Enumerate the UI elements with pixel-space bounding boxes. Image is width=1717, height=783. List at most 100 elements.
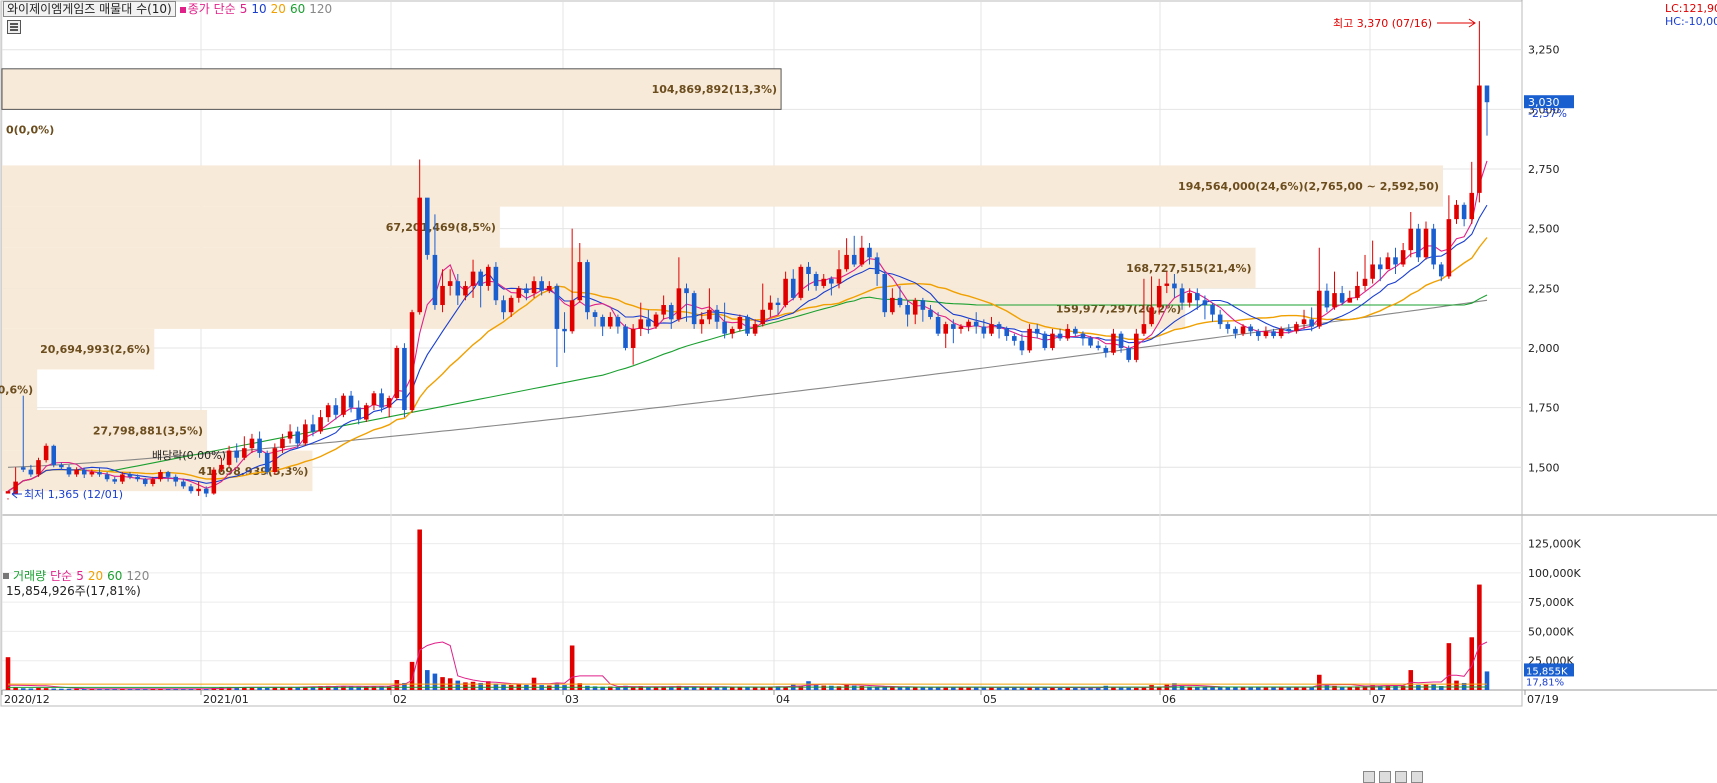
volume-profile-label: 67,201,469(8,5%) bbox=[386, 221, 496, 234]
candle-body bbox=[867, 248, 872, 258]
candle-body bbox=[341, 396, 346, 415]
hc-value: HC:-10,00 bbox=[1665, 15, 1717, 28]
candle-body bbox=[1111, 334, 1116, 353]
candle-body bbox=[585, 262, 590, 312]
candle-body bbox=[661, 305, 666, 315]
volume-bar bbox=[456, 681, 461, 690]
candle-body bbox=[524, 288, 529, 293]
candle-body bbox=[882, 274, 887, 312]
toolbar-button[interactable] bbox=[1411, 771, 1423, 783]
toolbar-button[interactable] bbox=[1395, 771, 1407, 783]
volume-tick-label: 75,000K bbox=[1528, 596, 1574, 609]
candle-body bbox=[1294, 324, 1299, 331]
volume-bar bbox=[1233, 687, 1238, 690]
candle-body bbox=[814, 274, 819, 286]
candle-body bbox=[1203, 300, 1208, 305]
candle-body bbox=[745, 317, 750, 334]
candle-body bbox=[738, 317, 743, 329]
candle-body bbox=[1317, 291, 1322, 327]
candle-body bbox=[1241, 327, 1246, 334]
volume-bar bbox=[29, 688, 34, 690]
candle-body bbox=[1347, 298, 1352, 303]
candle-body bbox=[29, 470, 34, 475]
candle-body bbox=[654, 315, 659, 327]
candle-body bbox=[1058, 334, 1063, 339]
candle-body bbox=[921, 300, 926, 310]
candle-body bbox=[570, 300, 575, 331]
candle-body bbox=[1157, 286, 1162, 307]
volume-bar bbox=[928, 687, 933, 690]
volume-tick-label: 50,000K bbox=[1528, 625, 1574, 638]
candle-body bbox=[219, 465, 224, 470]
calculator-icon[interactable] bbox=[7, 20, 21, 34]
chart-title[interactable]: 와이제이엠게임즈 매물대 수(10) bbox=[3, 1, 176, 17]
volume-bar bbox=[753, 687, 758, 690]
price-tick-label: 1,500 bbox=[1528, 461, 1560, 474]
ma5-legend: 5 bbox=[240, 2, 248, 16]
candle-body bbox=[1218, 315, 1223, 325]
volume-bar bbox=[36, 688, 41, 690]
dividend-annotation: 배당락(0,00%) bbox=[152, 449, 226, 462]
candle-body bbox=[295, 431, 300, 443]
candle-body bbox=[1027, 329, 1032, 350]
candle-body bbox=[1271, 331, 1276, 336]
candle-body bbox=[456, 281, 461, 295]
candle-body bbox=[227, 451, 232, 465]
candle-body bbox=[959, 327, 964, 329]
volume-bar bbox=[1386, 685, 1391, 690]
candle-body bbox=[997, 324, 1002, 329]
candle-body bbox=[1256, 331, 1261, 336]
volume-bar bbox=[1035, 688, 1040, 690]
candle-body bbox=[59, 465, 64, 467]
current-change-label: -2,57% bbox=[1528, 107, 1567, 120]
candle-body bbox=[852, 255, 857, 265]
candle-body bbox=[1286, 329, 1291, 331]
candle-body bbox=[1195, 293, 1200, 300]
candle-body bbox=[151, 479, 156, 484]
candle-body bbox=[372, 393, 377, 405]
toolbar-button[interactable] bbox=[1363, 771, 1375, 783]
volume-profile-label: 20,694,993(2,6%) bbox=[40, 343, 150, 356]
volume-bar bbox=[1004, 688, 1009, 690]
volume-bar bbox=[1134, 688, 1139, 690]
candle-body bbox=[1065, 329, 1070, 339]
candle-body bbox=[74, 470, 79, 475]
candle-body bbox=[982, 327, 987, 334]
candle-body bbox=[1073, 329, 1078, 334]
volume-profile-label: 4,552,660(0,6%) bbox=[0, 384, 33, 397]
candle-body bbox=[913, 300, 918, 314]
candle-body bbox=[97, 472, 102, 474]
candle-body bbox=[44, 446, 49, 460]
toolbar-button[interactable] bbox=[1379, 771, 1391, 783]
candle-body bbox=[1401, 250, 1406, 264]
candle-body bbox=[1416, 229, 1421, 258]
candle-body bbox=[173, 477, 178, 482]
candle-body bbox=[1386, 257, 1391, 269]
candle-body bbox=[547, 286, 552, 291]
candle-body bbox=[1332, 293, 1337, 307]
candle-body bbox=[791, 279, 796, 298]
candle-body bbox=[677, 288, 682, 319]
candle-body bbox=[1279, 329, 1284, 336]
candle-body bbox=[692, 293, 697, 324]
time-tick-label: 05 bbox=[983, 693, 997, 706]
volume-bar bbox=[463, 682, 468, 690]
candle-body bbox=[860, 248, 865, 265]
volume-bar bbox=[943, 687, 948, 690]
candle-body bbox=[631, 329, 636, 348]
ma120-legend: 120 bbox=[309, 2, 332, 16]
ma-legend: 종가 단순 bbox=[180, 2, 236, 16]
candle-body bbox=[486, 267, 491, 286]
candle-body bbox=[189, 486, 194, 491]
candle-body bbox=[143, 479, 148, 484]
volume-bar bbox=[1317, 675, 1322, 690]
candle-body bbox=[166, 472, 171, 477]
candle-body bbox=[722, 322, 727, 334]
candle-body bbox=[1370, 264, 1375, 278]
candle-body bbox=[1439, 264, 1444, 276]
volume-bar bbox=[1126, 688, 1131, 690]
candle-body bbox=[1264, 331, 1269, 336]
candle-body bbox=[760, 310, 765, 324]
candle-body bbox=[196, 489, 201, 491]
